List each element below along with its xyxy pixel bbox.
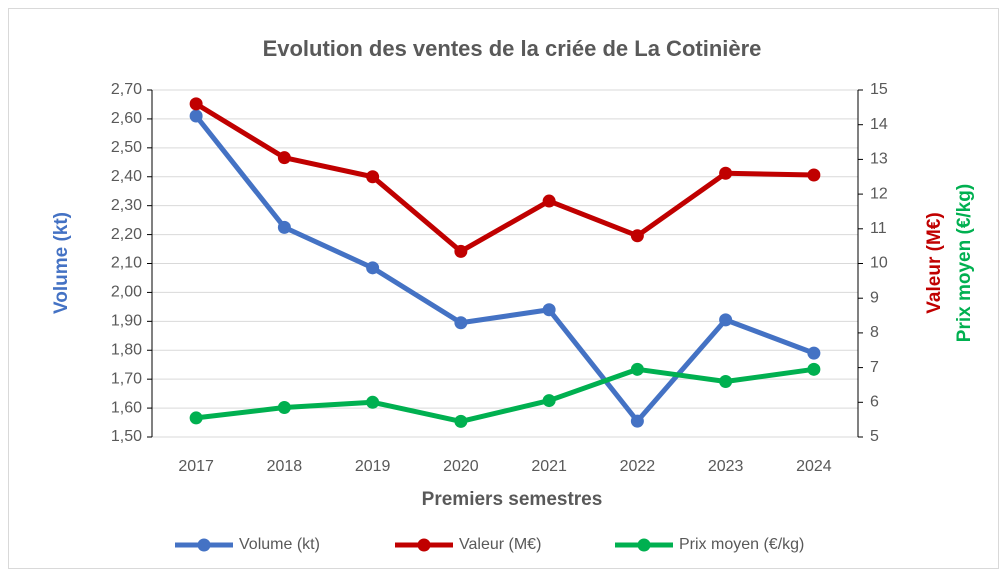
- point: [277, 401, 291, 415]
- y-tick-label: 2,50: [111, 139, 142, 156]
- y-tick-label: 2,00: [111, 284, 142, 301]
- point: [630, 229, 644, 243]
- point: [630, 414, 644, 428]
- y-tick-label: 2,30: [111, 197, 142, 214]
- x-tick-label: 2022: [620, 458, 656, 475]
- legend-label: Volume (kt): [239, 536, 320, 553]
- chart-title: Evolution des ventes de la criée de La C…: [263, 36, 762, 61]
- x-tick-label: 2024: [796, 458, 832, 475]
- legend-marker: [637, 538, 651, 552]
- y-tick-label: 2,40: [111, 168, 142, 185]
- point: [366, 395, 380, 409]
- y-tick-label: 2,70: [111, 81, 142, 98]
- point: [719, 166, 733, 180]
- point: [807, 362, 821, 376]
- x-tick-label: 2021: [531, 458, 567, 475]
- point: [366, 170, 380, 184]
- y-tick-label: 1,80: [111, 341, 142, 358]
- y2-tick-label: 6: [870, 394, 879, 411]
- y2-axis-title: Prix moyen (€/kg): [954, 184, 975, 342]
- point: [277, 151, 291, 165]
- point: [454, 316, 468, 330]
- y2-tick-label: 14: [870, 116, 888, 133]
- y-axis-title: Volume (kt): [51, 212, 72, 314]
- y-tick-label: 1,70: [111, 370, 142, 387]
- chart-border: [8, 8, 999, 569]
- point: [542, 394, 556, 408]
- legend-label: Prix moyen (€/kg): [679, 536, 804, 553]
- point: [807, 346, 821, 360]
- y2-tick-label: 11: [870, 220, 887, 237]
- y2-tick-label: 9: [870, 289, 879, 306]
- y2-tick-label: 10: [870, 255, 888, 272]
- point: [719, 374, 733, 388]
- y2-tick-label: 7: [870, 359, 879, 376]
- point: [454, 414, 468, 428]
- y-tick-label: 1,50: [111, 428, 142, 445]
- point: [542, 194, 556, 208]
- legend-label: Valeur (M€): [459, 536, 541, 553]
- x-tick-label: 2018: [267, 458, 303, 475]
- point: [189, 109, 203, 123]
- point: [277, 220, 291, 234]
- point: [189, 411, 203, 425]
- y2-axis-title: Valeur (M€): [924, 212, 945, 313]
- y-tick-label: 2,60: [111, 110, 142, 127]
- x-tick-label: 2019: [355, 458, 391, 475]
- point: [542, 303, 556, 317]
- y2-tick-label: 5: [870, 428, 879, 445]
- y-tick-label: 1,90: [111, 313, 142, 330]
- point: [807, 168, 821, 182]
- x-axis-title: Premiers semestres: [422, 489, 603, 510]
- legend-marker: [197, 538, 211, 552]
- y2-tick-label: 8: [870, 324, 879, 341]
- point: [630, 362, 644, 376]
- x-tick-label: 2020: [443, 458, 479, 475]
- point: [454, 244, 468, 258]
- legend-marker: [417, 538, 431, 552]
- series-line: [194, 101, 814, 254]
- x-tick-label: 2023: [708, 458, 744, 475]
- point: [719, 313, 733, 327]
- point: [189, 97, 203, 111]
- y2-tick-label: 12: [870, 185, 888, 202]
- y2-tick-label: 13: [870, 151, 888, 168]
- series-line: [194, 114, 815, 424]
- point: [366, 261, 380, 275]
- y2-tick-label: 15: [870, 81, 888, 98]
- series-line: [195, 366, 815, 424]
- y-tick-label: 1,60: [111, 399, 142, 416]
- x-tick-label: 2017: [178, 458, 214, 475]
- y-tick-label: 2,10: [111, 255, 142, 272]
- y-tick-label: 2,20: [111, 226, 142, 243]
